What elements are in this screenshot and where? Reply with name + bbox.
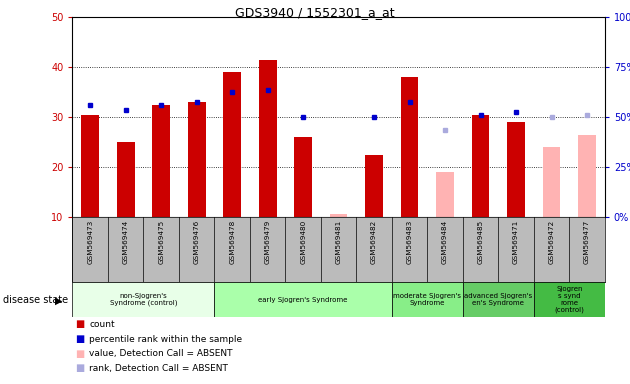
Text: GSM569480: GSM569480 <box>300 220 306 265</box>
Text: ■: ■ <box>76 363 85 373</box>
Text: GSM569483: GSM569483 <box>406 220 413 265</box>
Bar <box>223 72 241 217</box>
Bar <box>542 147 561 217</box>
Bar <box>472 115 490 217</box>
Text: GSM569485: GSM569485 <box>478 220 484 265</box>
Text: disease state: disease state <box>3 295 68 305</box>
Text: ■: ■ <box>76 349 85 359</box>
Text: GSM569476: GSM569476 <box>193 220 200 265</box>
Bar <box>578 135 596 217</box>
Bar <box>436 172 454 217</box>
Text: value, Detection Call = ABSENT: value, Detection Call = ABSENT <box>89 349 233 358</box>
Text: GDS3940 / 1552301_a_at: GDS3940 / 1552301_a_at <box>235 6 395 19</box>
Bar <box>507 122 525 217</box>
Text: GSM569477: GSM569477 <box>584 220 590 265</box>
Bar <box>534 282 605 317</box>
Bar <box>72 282 214 317</box>
Bar <box>401 77 418 217</box>
Bar <box>294 137 312 217</box>
Text: GSM569484: GSM569484 <box>442 220 448 265</box>
Text: ■: ■ <box>76 319 85 329</box>
Text: non-Sjogren's
Syndrome (control): non-Sjogren's Syndrome (control) <box>110 293 177 306</box>
Text: GSM569475: GSM569475 <box>158 220 164 265</box>
Bar <box>392 282 463 317</box>
Text: early Sjogren's Syndrome: early Sjogren's Syndrome <box>258 296 348 303</box>
Bar <box>117 142 135 217</box>
Text: GSM569479: GSM569479 <box>265 220 271 265</box>
Bar <box>329 215 348 217</box>
Text: moderate Sjogren's
Syndrome: moderate Sjogren's Syndrome <box>393 293 461 306</box>
Text: GSM569482: GSM569482 <box>371 220 377 265</box>
Text: GSM569471: GSM569471 <box>513 220 519 265</box>
Text: ▶: ▶ <box>55 295 62 305</box>
Bar <box>463 282 534 317</box>
Bar <box>214 282 392 317</box>
Text: percentile rank within the sample: percentile rank within the sample <box>89 334 243 344</box>
Text: GSM569481: GSM569481 <box>336 220 341 265</box>
Bar <box>188 102 205 217</box>
Text: GSM569473: GSM569473 <box>87 220 93 265</box>
Text: GSM569474: GSM569474 <box>123 220 129 265</box>
Bar <box>81 115 99 217</box>
Text: Sjogren
s synd
rome
(control): Sjogren s synd rome (control) <box>554 286 584 313</box>
Bar <box>259 60 277 217</box>
Bar <box>365 155 383 217</box>
Text: rank, Detection Call = ABSENT: rank, Detection Call = ABSENT <box>89 364 228 373</box>
Text: ■: ■ <box>76 334 85 344</box>
Text: GSM569478: GSM569478 <box>229 220 235 265</box>
Text: advanced Sjogren's
en's Syndrome: advanced Sjogren's en's Syndrome <box>464 293 532 306</box>
Text: count: count <box>89 320 115 329</box>
Bar <box>152 104 170 217</box>
Text: GSM569472: GSM569472 <box>549 220 554 265</box>
